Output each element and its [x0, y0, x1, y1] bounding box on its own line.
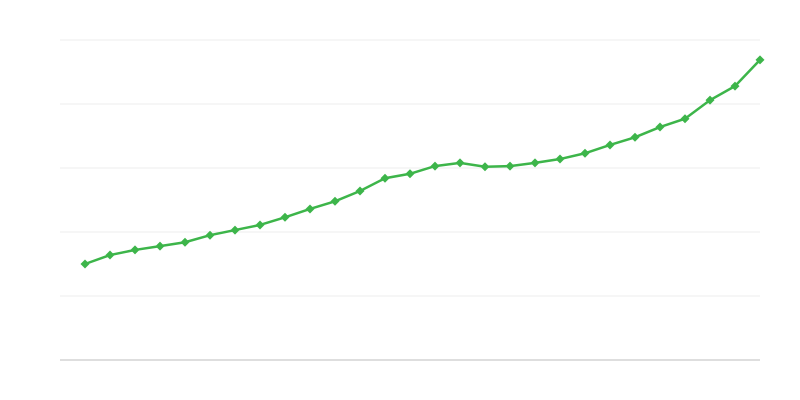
point: [755, 55, 765, 65]
point: [455, 158, 465, 168]
point: [480, 162, 490, 172]
point: [730, 81, 740, 91]
point: [380, 173, 390, 183]
point: [555, 154, 565, 164]
point: [655, 122, 665, 132]
point: [80, 259, 90, 269]
point: [130, 245, 140, 255]
point: [680, 114, 690, 124]
point: [505, 161, 515, 171]
point: [205, 230, 215, 240]
point: [255, 220, 265, 230]
point: [180, 237, 190, 247]
point: [305, 204, 315, 214]
point: [405, 169, 415, 179]
point: [230, 225, 240, 235]
point: [330, 196, 340, 206]
point: [355, 186, 365, 196]
point: [530, 158, 540, 168]
point: [580, 148, 590, 158]
point: [280, 212, 290, 222]
point: [705, 95, 715, 105]
point: [105, 250, 115, 260]
point: [605, 140, 615, 150]
point: [155, 241, 165, 251]
point: [630, 132, 640, 142]
line: [84, 58, 761, 266]
point: [430, 161, 440, 171]
